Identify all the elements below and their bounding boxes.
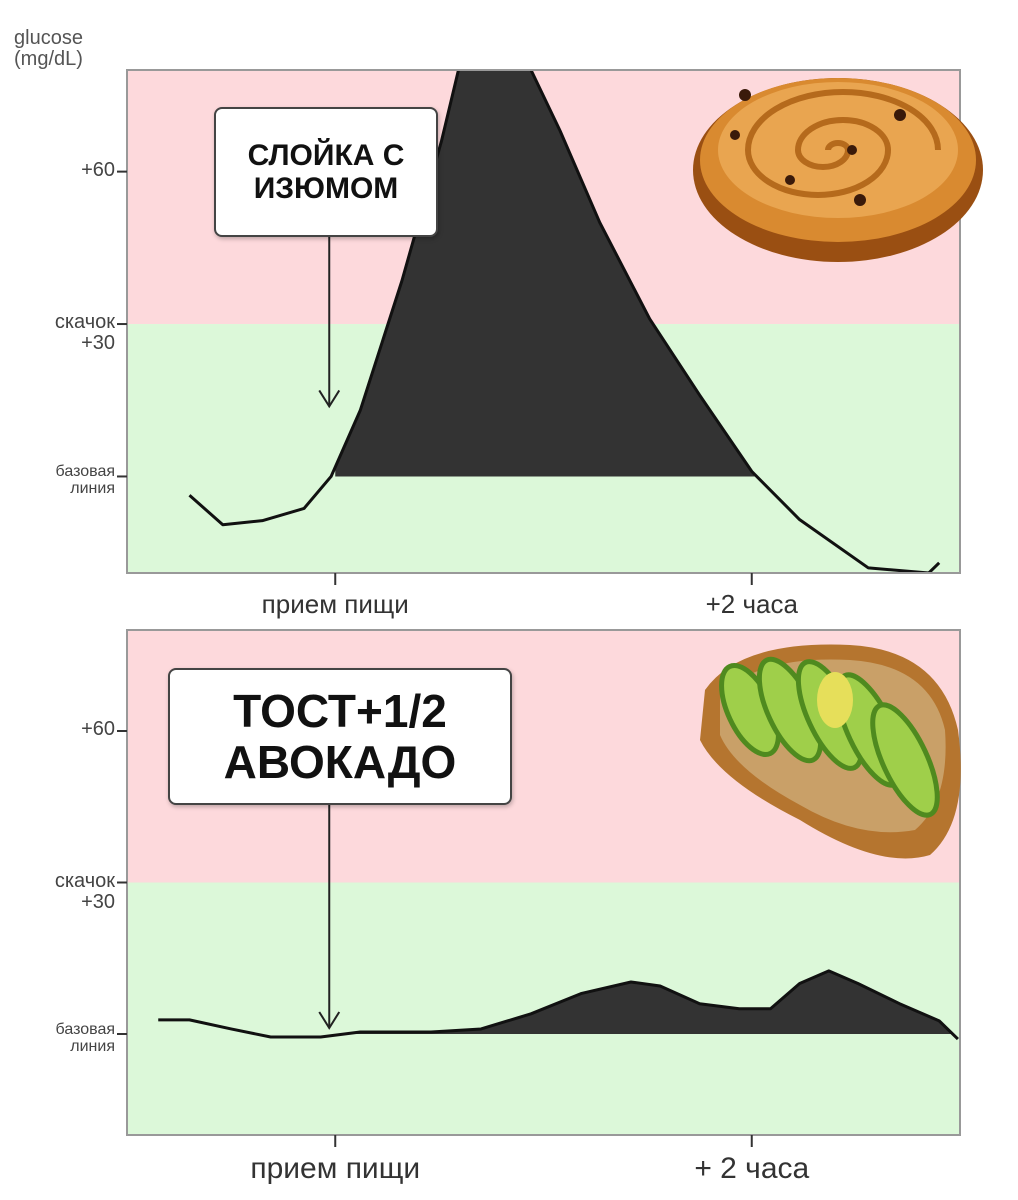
fill-group (335, 970, 958, 1034)
annotation-box: СЛОЙКА С ИЗЮМОМ (214, 107, 438, 237)
fill-group (335, 70, 757, 477)
y-axis-label: glucose (mg/dL) (14, 27, 83, 70)
x-tick-label: прием пищи (250, 1152, 421, 1185)
plot-frame (126, 69, 961, 574)
pastry-image (693, 78, 983, 262)
spike-area (335, 970, 958, 1034)
glucose-line (188, 70, 941, 573)
y-tick-label: скачок +30 (54, 311, 115, 355)
y-tick-label: +60 (81, 158, 115, 181)
x-tick-label: прием пищи (261, 589, 409, 619)
line-group (188, 70, 941, 573)
line-group (158, 969, 959, 1041)
y-tick-label: базовая линия (55, 1021, 115, 1055)
x-tick-label: + 2 часа (694, 1152, 810, 1185)
arrow-head (318, 389, 341, 409)
annotation-box: ТОСТ+1/2 АВОКАДО (168, 668, 512, 805)
x-tick-label: +2 часа (705, 589, 798, 619)
y-tick-label: скачок +30 (54, 869, 115, 913)
y-tick-label: +60 (81, 718, 115, 740)
spike-area (335, 70, 757, 477)
y-tick-label: базовая линия (55, 463, 115, 498)
arrow-head (318, 1011, 341, 1030)
glucose-line (158, 969, 959, 1041)
avocado-toast-image (700, 644, 961, 859)
